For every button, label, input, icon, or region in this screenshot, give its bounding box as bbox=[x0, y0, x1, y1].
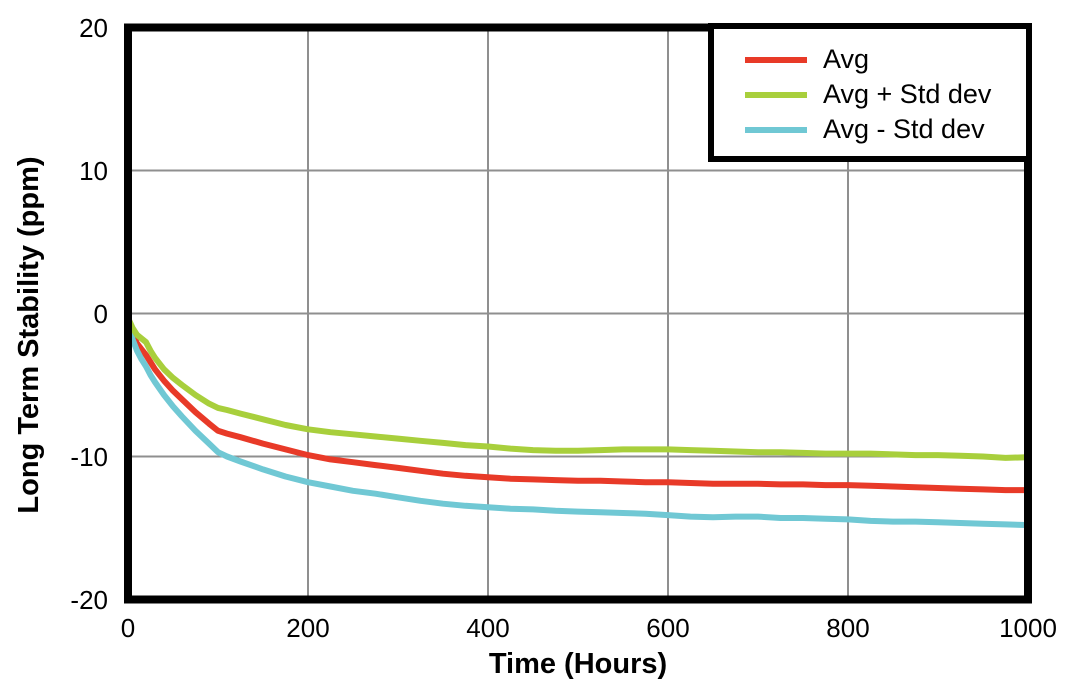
x-axis-label: Time (Hours) bbox=[488, 648, 668, 680]
x-tick-label-600: 600 bbox=[646, 613, 690, 643]
x-tick-label-200: 200 bbox=[286, 613, 330, 643]
legend-item-2: Avg - Std dev bbox=[745, 112, 1026, 147]
y-tick-label-20: 20 bbox=[79, 12, 108, 43]
legend-label: Avg - Std dev bbox=[823, 114, 985, 144]
legend-label: Avg + Std dev bbox=[823, 79, 992, 109]
y-tick-label--20: -20 bbox=[70, 584, 108, 615]
x-tick-label-800: 800 bbox=[826, 613, 870, 643]
legend-swatch-icon bbox=[745, 91, 807, 98]
x-tick-label-0: 0 bbox=[120, 613, 136, 643]
legend-swatch-icon bbox=[745, 126, 807, 133]
legend-item-1: Avg + Std dev bbox=[745, 77, 1026, 112]
legend-label: Avg bbox=[823, 44, 870, 74]
y-tick-label-0: 0 bbox=[93, 298, 108, 329]
x-tick-label-400: 400 bbox=[466, 613, 510, 643]
legend: Avg Avg + Std dev Avg - Std dev bbox=[708, 23, 1032, 162]
series-line-avg-std-dev bbox=[130, 315, 1026, 461]
series-line-avg-std-dev bbox=[130, 318, 1026, 529]
y-tick-label-10: 10 bbox=[79, 155, 108, 186]
plot-border bbox=[124, 23, 1032, 604]
y-tick-label--10: -10 bbox=[70, 441, 108, 472]
legend-swatch-icon bbox=[745, 56, 807, 63]
series-line-avg bbox=[130, 316, 1026, 494]
x-tick-label-1000: 1000 bbox=[999, 613, 1057, 643]
legend-item-0: Avg bbox=[745, 42, 1026, 77]
